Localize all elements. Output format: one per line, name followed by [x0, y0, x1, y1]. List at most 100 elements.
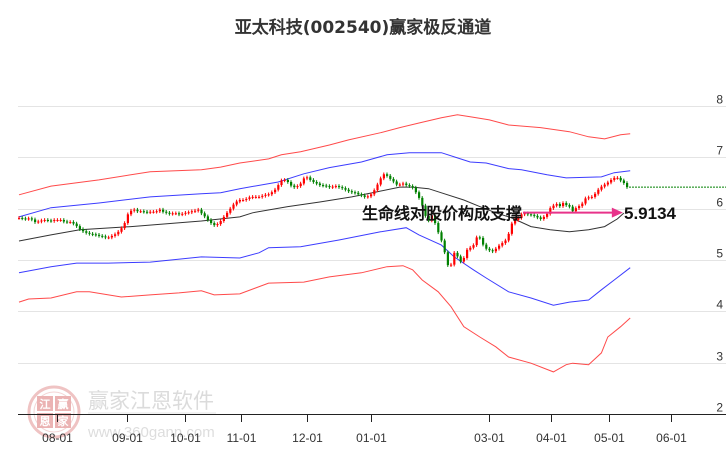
candle-down: [427, 214, 430, 223]
candle-body: [178, 213, 181, 215]
x-tick-label: 11-01: [227, 431, 257, 445]
candle-body: [293, 185, 296, 188]
candle-down: [539, 215, 542, 221]
candle-up: [430, 213, 433, 223]
candle-up: [56, 218, 59, 222]
candle-body: [270, 192, 273, 195]
candle-body: [549, 208, 552, 214]
candle-down: [91, 232, 94, 237]
candle-body: [408, 185, 411, 187]
candle-down: [50, 218, 53, 223]
candle-down: [488, 246, 491, 253]
candle-up: [376, 182, 379, 192]
candle-down: [21, 216, 24, 221]
candle-up: [613, 176, 616, 182]
candle-body: [328, 186, 331, 188]
candle-body: [258, 196, 261, 198]
candle-body: [114, 234, 117, 236]
candle-body: [130, 210, 133, 215]
candle-body: [318, 183, 321, 186]
x-tick-label: 05-01: [594, 431, 625, 445]
candle-body: [232, 204, 235, 209]
candle-body: [491, 250, 494, 252]
candle-down: [434, 213, 437, 225]
candle-down: [482, 236, 485, 247]
candle-body: [562, 203, 565, 207]
candle-body: [373, 190, 376, 195]
candle-body: [306, 177, 309, 179]
candle-body: [66, 221, 69, 223]
candle-body: [59, 219, 62, 221]
candle-down: [178, 211, 181, 217]
candle-body: [296, 186, 299, 188]
candle-up: [238, 198, 241, 204]
candle-body: [158, 209, 161, 212]
candle-up: [149, 209, 152, 215]
candle-body: [200, 209, 203, 214]
candle-body: [568, 205, 571, 207]
candle-body: [354, 192, 357, 194]
candle-body: [46, 219, 49, 221]
candle-body: [216, 224, 219, 226]
candle-body: [430, 215, 433, 221]
candle-body: [69, 222, 72, 224]
candle-body: [110, 235, 113, 238]
candle-up: [258, 195, 261, 199]
band-lower-inner: [18, 227, 631, 306]
candle-down: [165, 209, 168, 215]
candle-body: [472, 245, 475, 248]
candle-body: [56, 219, 59, 221]
candle-up: [171, 211, 174, 216]
candle-body: [168, 212, 171, 214]
candle-body: [174, 213, 177, 215]
candle-body: [280, 180, 283, 186]
candle-up: [187, 210, 190, 215]
candle-down: [82, 227, 85, 234]
candle-body: [104, 236, 107, 238]
candle-down: [34, 217, 37, 224]
candle-body: [360, 194, 363, 196]
candle-body: [619, 177, 622, 181]
candle-up: [117, 229, 120, 237]
candle-body: [251, 196, 254, 198]
candle-down: [318, 181, 321, 187]
candle-body: [219, 220, 222, 225]
candle-body: [50, 220, 53, 222]
candle-body: [405, 183, 408, 186]
candle-body: [117, 231, 120, 235]
candle-down: [341, 185, 344, 190]
candle-body: [309, 177, 312, 180]
candle-up: [466, 247, 469, 260]
band-lifeline: [18, 186, 625, 242]
candle-body: [238, 199, 241, 202]
candle-down: [619, 176, 622, 183]
candle-body: [264, 194, 267, 196]
candle-up: [126, 212, 129, 225]
candle-up: [616, 176, 619, 180]
candle-up: [296, 184, 299, 189]
candle-body: [613, 177, 616, 180]
watermark-brand: 赢家江恩软件: [88, 389, 214, 413]
band-lower-outer: [18, 265, 631, 373]
candle-body: [462, 257, 465, 262]
candle-body: [85, 231, 88, 233]
candle-body: [245, 198, 248, 200]
candle-up: [382, 172, 385, 181]
candle-body: [126, 214, 129, 224]
candle-up: [110, 234, 113, 240]
channel-bands: [18, 114, 631, 373]
candle-body: [507, 233, 510, 241]
candle-up: [197, 207, 200, 213]
candle-up: [280, 178, 283, 187]
candle-down: [62, 218, 65, 224]
candle-up: [555, 202, 558, 208]
candle-up: [597, 187, 600, 196]
candle-up: [552, 203, 555, 210]
candle-up: [450, 262, 453, 267]
candle-up: [504, 238, 507, 245]
candle-up: [184, 210, 187, 216]
candle-up: [222, 215, 225, 223]
candle-up: [379, 176, 382, 187]
seal-char: 赢: [58, 397, 69, 411]
candle-down: [325, 183, 328, 188]
